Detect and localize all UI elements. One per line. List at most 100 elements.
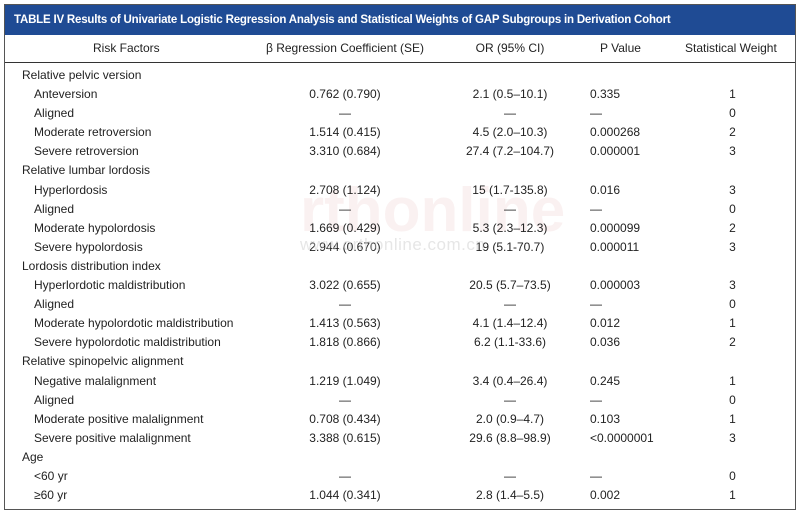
table-title: TABLE IV Results of Univariate Logistic … (5, 5, 795, 35)
cell-risk-factor: Negative malalignment (34, 373, 157, 388)
cell-or: 2.1 (0.5–10.1) (472, 87, 548, 102)
cell-risk-factor: Aligned (34, 392, 75, 407)
table-row: Aligned — — — 0 (5, 104, 795, 123)
cell-risk-factor: Moderate positive malalignment (34, 411, 204, 426)
cell-p-value: 0.000268 (590, 125, 641, 140)
cell-beta: 1.219 (1.049) (309, 373, 381, 388)
cell-weight: 1 (729, 373, 736, 388)
table-row: <60 yr — — — 0 (5, 467, 795, 486)
cell-or: 3.4 (0.4–26.4) (472, 373, 548, 388)
cell-beta: 2.708 (1.124) (309, 182, 381, 197)
cell-beta: 2.944 (0.670) (309, 239, 381, 254)
cell-weight: 2 (729, 125, 736, 140)
cell-p-value: 0.016 (590, 182, 621, 197)
cell-p-value: — (590, 297, 602, 312)
cell-p-value: 0.000011 (590, 239, 640, 254)
cell-beta: — (339, 106, 351, 121)
table-group-row: Relative pelvic version (5, 66, 795, 85)
table-row: Aligned — — — 0 (5, 391, 795, 410)
cell-or: 27.4 (7.2–104.7) (465, 144, 555, 159)
cell-or: 5.3 (2.3–12.3) (472, 220, 548, 235)
cell-risk-factor: Aligned (34, 106, 75, 121)
cell-p-value: 0.000099 (590, 220, 641, 235)
table-row: Hyperlordotic maldistribution 3.022 (0.65… (5, 276, 795, 295)
cell-p-value: 0.000001 (590, 144, 641, 159)
cell-risk-factor: Aligned (34, 201, 75, 216)
cell-beta: 0.762 (0.790) (309, 87, 381, 102)
cell-or: 6.2 (1.1-33.6) (473, 335, 547, 350)
cell-weight: 1 (729, 87, 736, 102)
cell-weight: 3 (729, 239, 736, 254)
table-group-row: Age (5, 448, 795, 467)
cell-weight: 2 (729, 220, 736, 235)
table-row: Anteversion 0.762 (0.790) 2.1 (0.5–10.1) 0.… (5, 85, 795, 104)
cell-weight: 3 (729, 430, 736, 445)
table-row: Aligned — — — 0 (5, 295, 795, 314)
cell-or: 4.5 (2.0–10.3) (472, 125, 548, 140)
cell-p-value: — (590, 468, 602, 483)
cell-p-value: — (590, 106, 602, 121)
cell-weight: 2 (729, 335, 736, 350)
cell-p-value: 0.012 (590, 316, 621, 331)
column-header-beta: β Regression Coefficient (SE) (265, 41, 425, 55)
cell-p-value: — (590, 392, 602, 407)
cell-risk-factor: Moderate hypolordosis (34, 220, 156, 235)
cell-risk-factor: Severe hypolordotic maldistribution (34, 335, 221, 350)
table-row: Severe hypolordosis 2.944 (0.670) 19 (5.1-… (5, 238, 795, 257)
cell-risk-factor: <60 yr (34, 468, 68, 483)
table-row: Moderate positive malalignment 0.708 (0.4… (5, 410, 795, 429)
cell-or: 19 (5.1-70.7) (475, 239, 545, 254)
cell-or: — (504, 106, 516, 121)
cell-risk-factor: Anteversion (34, 87, 98, 102)
table-group-row: Relative spinopelvic alignment (5, 352, 795, 371)
table-row: Severe retroversion 3.310 (0.684) 27.4 (7.… (5, 142, 795, 161)
cell-beta: 3.310 (0.684) (309, 144, 381, 159)
cell-label: Relative lumbar lordosis (22, 163, 151, 178)
cell-beta: 1.044 (0.341) (309, 488, 381, 503)
cell-or: 2.0 (0.9–4.7) (475, 411, 545, 426)
cell-beta: — (339, 297, 351, 312)
cell-p-value: 0.036 (590, 335, 621, 350)
cell-risk-factor: Severe retroversion (34, 144, 139, 159)
table-group-row: Lordosis distribution index (5, 257, 795, 276)
table-row: ≥60 yr 1.044 (0.341) 2.8 (1.4–5.5) 0.002 1 (5, 486, 795, 505)
column-header-statistical-weight: Statistical Weight (685, 41, 777, 55)
cell-risk-factor: Hyperlordotic maldistribution (34, 278, 186, 293)
cell-beta: 1.669 (0.429) (309, 220, 381, 235)
cell-or: 2.8 (1.4–5.5) (475, 488, 545, 503)
cell-beta: 3.022 (0.655) (309, 278, 381, 293)
cell-p-value: 0.245 (590, 373, 621, 388)
column-header-p-value: P Value (600, 41, 641, 55)
cell-or: 20.5 (5.7–73.5) (469, 278, 551, 293)
table-body: Relative pelvic version Anteversion 0.762 … (5, 66, 795, 505)
cell-beta: 3.388 (0.615) (309, 430, 381, 445)
cell-risk-factor: Moderate hypolordotic maldistribution (34, 316, 234, 331)
cell-weight: 3 (729, 144, 736, 159)
cell-weight: 0 (729, 392, 736, 407)
table-row: Negative malalignment 1.219 (1.049) 3.4 (0… (5, 372, 795, 391)
cell-or: — (504, 201, 516, 216)
cell-risk-factor: Moderate retroversion (34, 125, 152, 140)
cell-label: Lordosis distribution index (22, 258, 161, 273)
cell-weight: 3 (729, 278, 736, 293)
cell-risk-factor: Severe positive malalignment (34, 430, 191, 445)
table-row: Severe positive malalignment 3.388 (0.615… (5, 429, 795, 448)
cell-beta: 1.818 (0.866) (309, 335, 381, 350)
cell-weight: 0 (729, 468, 736, 483)
cell-risk-factor: Severe hypolordosis (34, 239, 143, 254)
cell-or: — (504, 297, 516, 312)
column-header-risk-factors: Risk Factors (93, 41, 160, 55)
cell-weight: 0 (729, 106, 736, 121)
cell-beta: — (339, 468, 351, 483)
table-row: Aligned — — — 0 (5, 200, 795, 219)
cell-weight: 1 (729, 488, 736, 503)
table-row: Severe hypolordotic maldistribution 1.818… (5, 333, 795, 352)
cell-weight: 1 (729, 316, 736, 331)
table-row: Hyperlordosis 2.708 (1.124) 15 (1.7-135.8)… (5, 181, 795, 200)
cell-beta: 1.413 (0.563) (309, 316, 381, 331)
table-frame (4, 4, 796, 510)
table-group-row: Relative lumbar lordosis (5, 161, 795, 180)
cell-p-value: 0.002 (590, 488, 621, 503)
cell-risk-factor: Hyperlordosis (34, 182, 108, 197)
cell-weight: 0 (729, 201, 736, 216)
